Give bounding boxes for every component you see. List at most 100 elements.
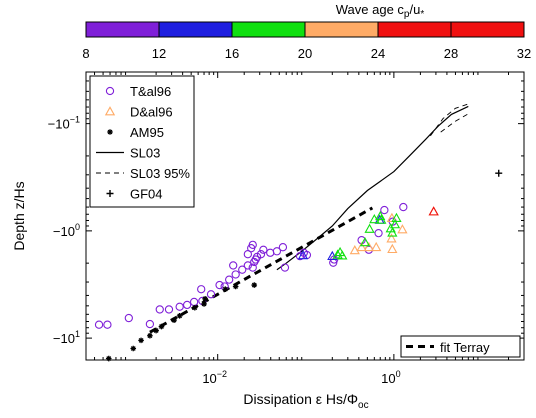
point-t-al96 [272,247,282,256]
legend-label: AM95 [130,125,164,140]
x-tick-exp: 0 [396,369,401,379]
colorbar-title-mid: /u [409,2,420,17]
point-t-al96 [103,320,112,329]
point-am95 [153,327,159,334]
point-d-al96 [349,245,360,255]
y-tick-exp: −1 [70,115,80,125]
point-t-al96 [256,250,266,259]
x-tick-base: 10 [202,371,216,386]
point-t-al96 [280,263,290,272]
y-axis-label: Depth z/Hs [11,181,27,250]
legend-marker [104,106,116,116]
point-wave-age-24-32 [428,206,439,216]
y-tick-label: −100 [53,222,80,239]
y-tick-label: −10−1 [48,115,80,132]
point-t-al96 [248,240,257,249]
marker-layer [94,169,503,362]
point-t-al96 [182,300,192,310]
colorbar-segment [86,22,159,37]
point-am95 [202,296,208,302]
point-t-al96 [299,248,308,257]
point-am95 [232,283,239,290]
colorbar-segment [232,22,305,37]
line-sl03-95-lower [440,112,470,133]
legend: T&al96 D&al96 AM95 SL03 SL03 95% GF04 [89,75,195,208]
colorbar-tick-label: 24 [371,46,385,61]
y-tick-label: −101 [53,329,80,346]
x-tick-label: 100 [381,369,400,386]
y-tick-exp: 1 [75,329,80,339]
point-t-al96 [197,285,206,294]
point-t-al96 [164,305,174,314]
point-t-al96 [225,275,234,284]
legend-label: SL03 [130,146,160,161]
colorbar-segment [305,22,378,37]
legend-marker [107,129,113,135]
point-t-al96 [374,228,383,238]
point-am95 [192,304,198,311]
x-tick-base: 10 [381,371,395,386]
legend-marker [105,86,115,96]
fit-legend-label: fit Terray [440,340,490,355]
point-d-al96 [371,241,382,252]
point-wave-age-16-20 [334,246,346,257]
legend-label: SL03 95% [130,166,190,181]
colorbar-segment [159,22,232,37]
point-t-al96 [94,320,104,329]
point-t-al96 [259,245,268,254]
legend-frame [89,75,195,208]
legend-marker [106,190,114,197]
plot-area: 10−2 100−10−1−100−101 [48,71,525,386]
plot-frame [85,71,525,361]
legend-label: GF04 [130,187,163,202]
fit-legend-frame [400,335,521,358]
colorbar-tick-label: 32 [517,46,531,61]
point-d-al96 [363,241,374,252]
legend-label: T&al96 [130,84,171,99]
point-am95 [105,355,112,362]
x-tick-exp: −2 [217,369,227,379]
x-axis-label-sub: oc [358,400,369,411]
line-fit-terray [149,206,374,334]
point-t-al96 [380,205,389,215]
y-tick-base: −10 [48,117,70,132]
fit-legend: fit Terray [400,335,521,358]
point-wave-age-16-20 [364,223,375,233]
point-wave-age-16-20 [376,214,387,224]
point-t-al96 [145,319,155,329]
point-t-al96 [231,270,240,279]
point-t-al96 [248,263,257,272]
point-wave-age-16-20 [391,212,402,223]
point-d-al96 [386,233,397,243]
point-t-al96 [215,280,224,290]
point-wave-age-16-20 [375,210,386,221]
colorbar-title-sub1: p [404,9,410,20]
point-t-al96 [155,305,164,314]
point-am95 [222,286,229,293]
point-t-al96 [206,290,216,299]
point-am95 [130,345,137,352]
colorbar-tick-label: 28 [444,46,458,61]
y-tick-base: −10 [53,224,75,239]
colorbar-tick-label: 12 [152,46,166,61]
y-tick-base: −10 [53,331,75,346]
point-am95 [251,282,258,288]
colorbar-title: Wave age cp/u* [336,2,425,20]
colorbar-title-main: Wave age c [336,2,405,17]
x-tick-label: 10−2 [202,369,227,386]
point-am95 [138,337,144,344]
colorbar-tick-label: 20 [298,46,312,61]
line-layer [149,103,470,334]
point-t-al96 [189,297,199,307]
colorbar-title-sub2: * [420,9,424,20]
point-d-al96 [356,241,367,252]
axis-ticks: 10−2 100−10−1−100−101 [48,72,524,386]
point-am95 [158,323,165,330]
point-am95 [176,313,183,319]
x-axis-label: Dissipation ε Hs/Φoc [243,391,368,411]
point-am95 [147,332,153,339]
wave-age-colorbar: 8 12 16 20 24 28 32 [82,21,531,61]
point-d-al96 [397,224,408,234]
point-am95 [201,301,207,307]
point-wave-age-12-16 [297,249,309,260]
